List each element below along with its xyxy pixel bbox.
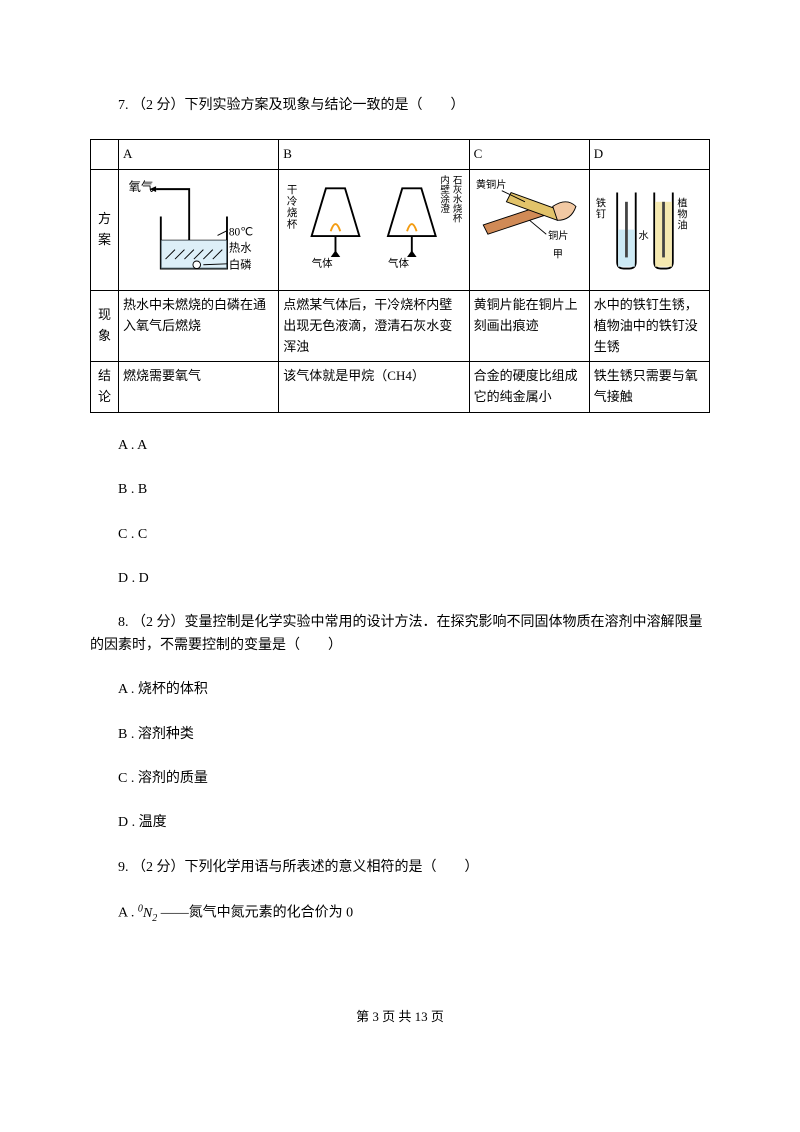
hdr-A: A: [119, 140, 279, 170]
diagD-nail-label: 铁钉: [596, 197, 606, 221]
hdr-D: D: [589, 140, 709, 170]
diagC-hand-label: 甲: [552, 250, 562, 261]
q9A-text: ——氮气中氮元素的化合价为 0: [161, 906, 354, 921]
q9A-sub: 2: [152, 913, 157, 924]
cell-scheme-A: 氧气 80℃ 热水 白磷: [119, 170, 279, 291]
q9A-prefix: A .: [118, 906, 138, 921]
hdr-B: B: [279, 140, 469, 170]
hdr-blank: [91, 140, 119, 170]
concl-D: 铁生锈只需要与氧气接触: [589, 362, 709, 413]
q9A-formula: 0N2: [138, 906, 161, 921]
q7-opt-C: C . C: [90, 524, 710, 546]
diagA-gas-label: 氧气: [129, 179, 154, 194]
q9-stem: 9. （2 分）下列化学用语与所表述的意义相符的是（ ）: [90, 857, 710, 879]
obs-C: 黄铜片能在铜片上刻画出痕迹: [469, 290, 589, 361]
diagram-C: 黄铜片 铜片 甲: [474, 174, 585, 276]
q7-opt-A: A . A: [90, 435, 710, 457]
diagram-D: 铁钉 水 植物油: [594, 174, 705, 276]
row-obs-label: 现象: [91, 290, 119, 361]
diagB-dry-label: 干冷烧杯: [287, 185, 298, 230]
diagA-water-label: 热水: [229, 242, 252, 255]
q7-opt-B: B . B: [90, 479, 710, 501]
q7-table: A B C D 方案 氧气 80℃: [90, 139, 710, 413]
row-scheme-label: 方案: [91, 170, 119, 291]
q8-stem: 8. （2 分）变量控制是化学实验中常用的设计方法．在探究影响不同固体物质在溶剂…: [90, 612, 710, 657]
page-footer: 第 3 页 共 13 页: [90, 1007, 710, 1028]
diagA-p-label: 白磷: [229, 258, 252, 272]
cell-scheme-B: 气体 气体 干冷烧杯 内壁涂澄石灰水烧杯: [279, 170, 469, 291]
q8-opt-C: C . 溶剂的质量: [90, 768, 710, 790]
diagD-water-label: 水: [638, 230, 648, 242]
cell-scheme-D: 铁钉 水 植物油: [589, 170, 709, 291]
concl-A: 燃烧需要氧气: [119, 362, 279, 413]
diagB-gas1: 气体: [312, 257, 333, 270]
concl-C: 合金的硬度比组成它的纯金属小: [469, 362, 589, 413]
q7-opt-D: D . D: [90, 568, 710, 590]
diagram-B: 气体 气体 干冷烧杯 内壁涂澄石灰水烧杯: [283, 174, 464, 279]
diagA-temp-label: 80℃: [229, 227, 253, 239]
q8-opt-A: A . 烧杯的体积: [90, 679, 710, 701]
q9A-N: N: [143, 906, 152, 921]
diagD-oil-label: 植物油: [677, 197, 687, 232]
diagB-gas2: 气体: [388, 257, 409, 270]
q9-opt-A: A . 0N2 ——氮气中氮元素的化合价为 0: [90, 901, 710, 926]
q8-opt-D: D . 温度: [90, 812, 710, 834]
concl-B: 该气体就是甲烷（CH4）: [279, 362, 469, 413]
diagC-copper-label: 铜片: [548, 229, 568, 242]
obs-D: 水中的铁钉生锈，植物油中的铁钉没生锈: [589, 290, 709, 361]
q8-opt-B: B . 溶剂种类: [90, 724, 710, 746]
obs-A: 热水中未燃烧的白磷在通入氧气后燃烧: [119, 290, 279, 361]
q7-stem: 7. （2 分）下列实验方案及现象与结论一致的是（ ）: [90, 95, 710, 117]
hdr-C: C: [469, 140, 589, 170]
cell-scheme-C: 黄铜片 铜片 甲: [469, 170, 589, 291]
obs-B: 点燃某气体后，干冷烧杯内壁出现无色液滴，澄清石灰水变浑浊: [279, 290, 469, 361]
diagram-A: 氧气 80℃ 热水 白磷: [123, 174, 274, 278]
diagC-brass-label: 黄铜片: [475, 178, 506, 191]
row-concl-label: 结论: [91, 362, 119, 413]
